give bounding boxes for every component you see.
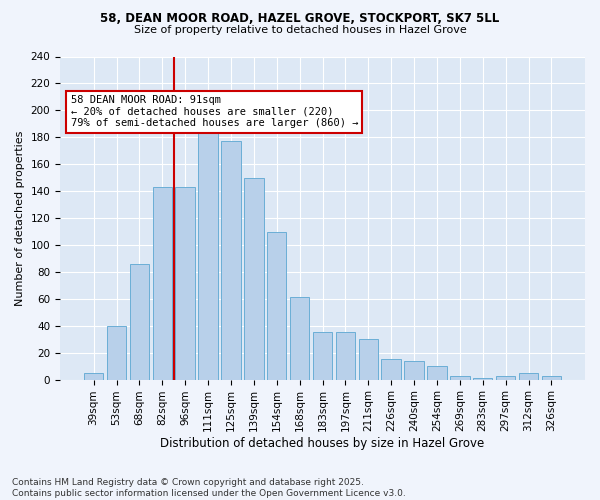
Bar (84, 373, 103, 380)
Text: Size of property relative to detached houses in Hazel Grove: Size of property relative to detached ho… (134, 25, 466, 35)
Bar (450, 376, 470, 380)
Bar (473, 378, 493, 380)
Bar (359, 339, 378, 380)
Bar (244, 178, 263, 380)
Bar (404, 360, 424, 380)
Bar (427, 366, 446, 380)
Bar (335, 332, 355, 380)
Bar (199, 130, 218, 380)
Bar (267, 232, 286, 380)
Bar (542, 376, 561, 380)
Bar (519, 373, 538, 380)
Bar (313, 332, 332, 380)
Y-axis label: Number of detached properties: Number of detached properties (15, 130, 25, 306)
Bar (152, 187, 172, 380)
Bar (221, 142, 241, 380)
Text: Contains HM Land Registry data © Crown copyright and database right 2025.
Contai: Contains HM Land Registry data © Crown c… (12, 478, 406, 498)
Text: 58 DEAN MOOR ROAD: 91sqm
← 20% of detached houses are smaller (220)
79% of semi-: 58 DEAN MOOR ROAD: 91sqm ← 20% of detach… (71, 96, 358, 128)
Bar (175, 187, 195, 380)
Bar (496, 376, 515, 380)
X-axis label: Distribution of detached houses by size in Hazel Grove: Distribution of detached houses by size … (160, 437, 485, 450)
Bar (290, 298, 310, 380)
Bar (382, 360, 401, 380)
Bar (130, 264, 149, 380)
Text: 58, DEAN MOOR ROAD, HAZEL GROVE, STOCKPORT, SK7 5LL: 58, DEAN MOOR ROAD, HAZEL GROVE, STOCKPO… (100, 12, 500, 26)
Bar (107, 326, 126, 380)
